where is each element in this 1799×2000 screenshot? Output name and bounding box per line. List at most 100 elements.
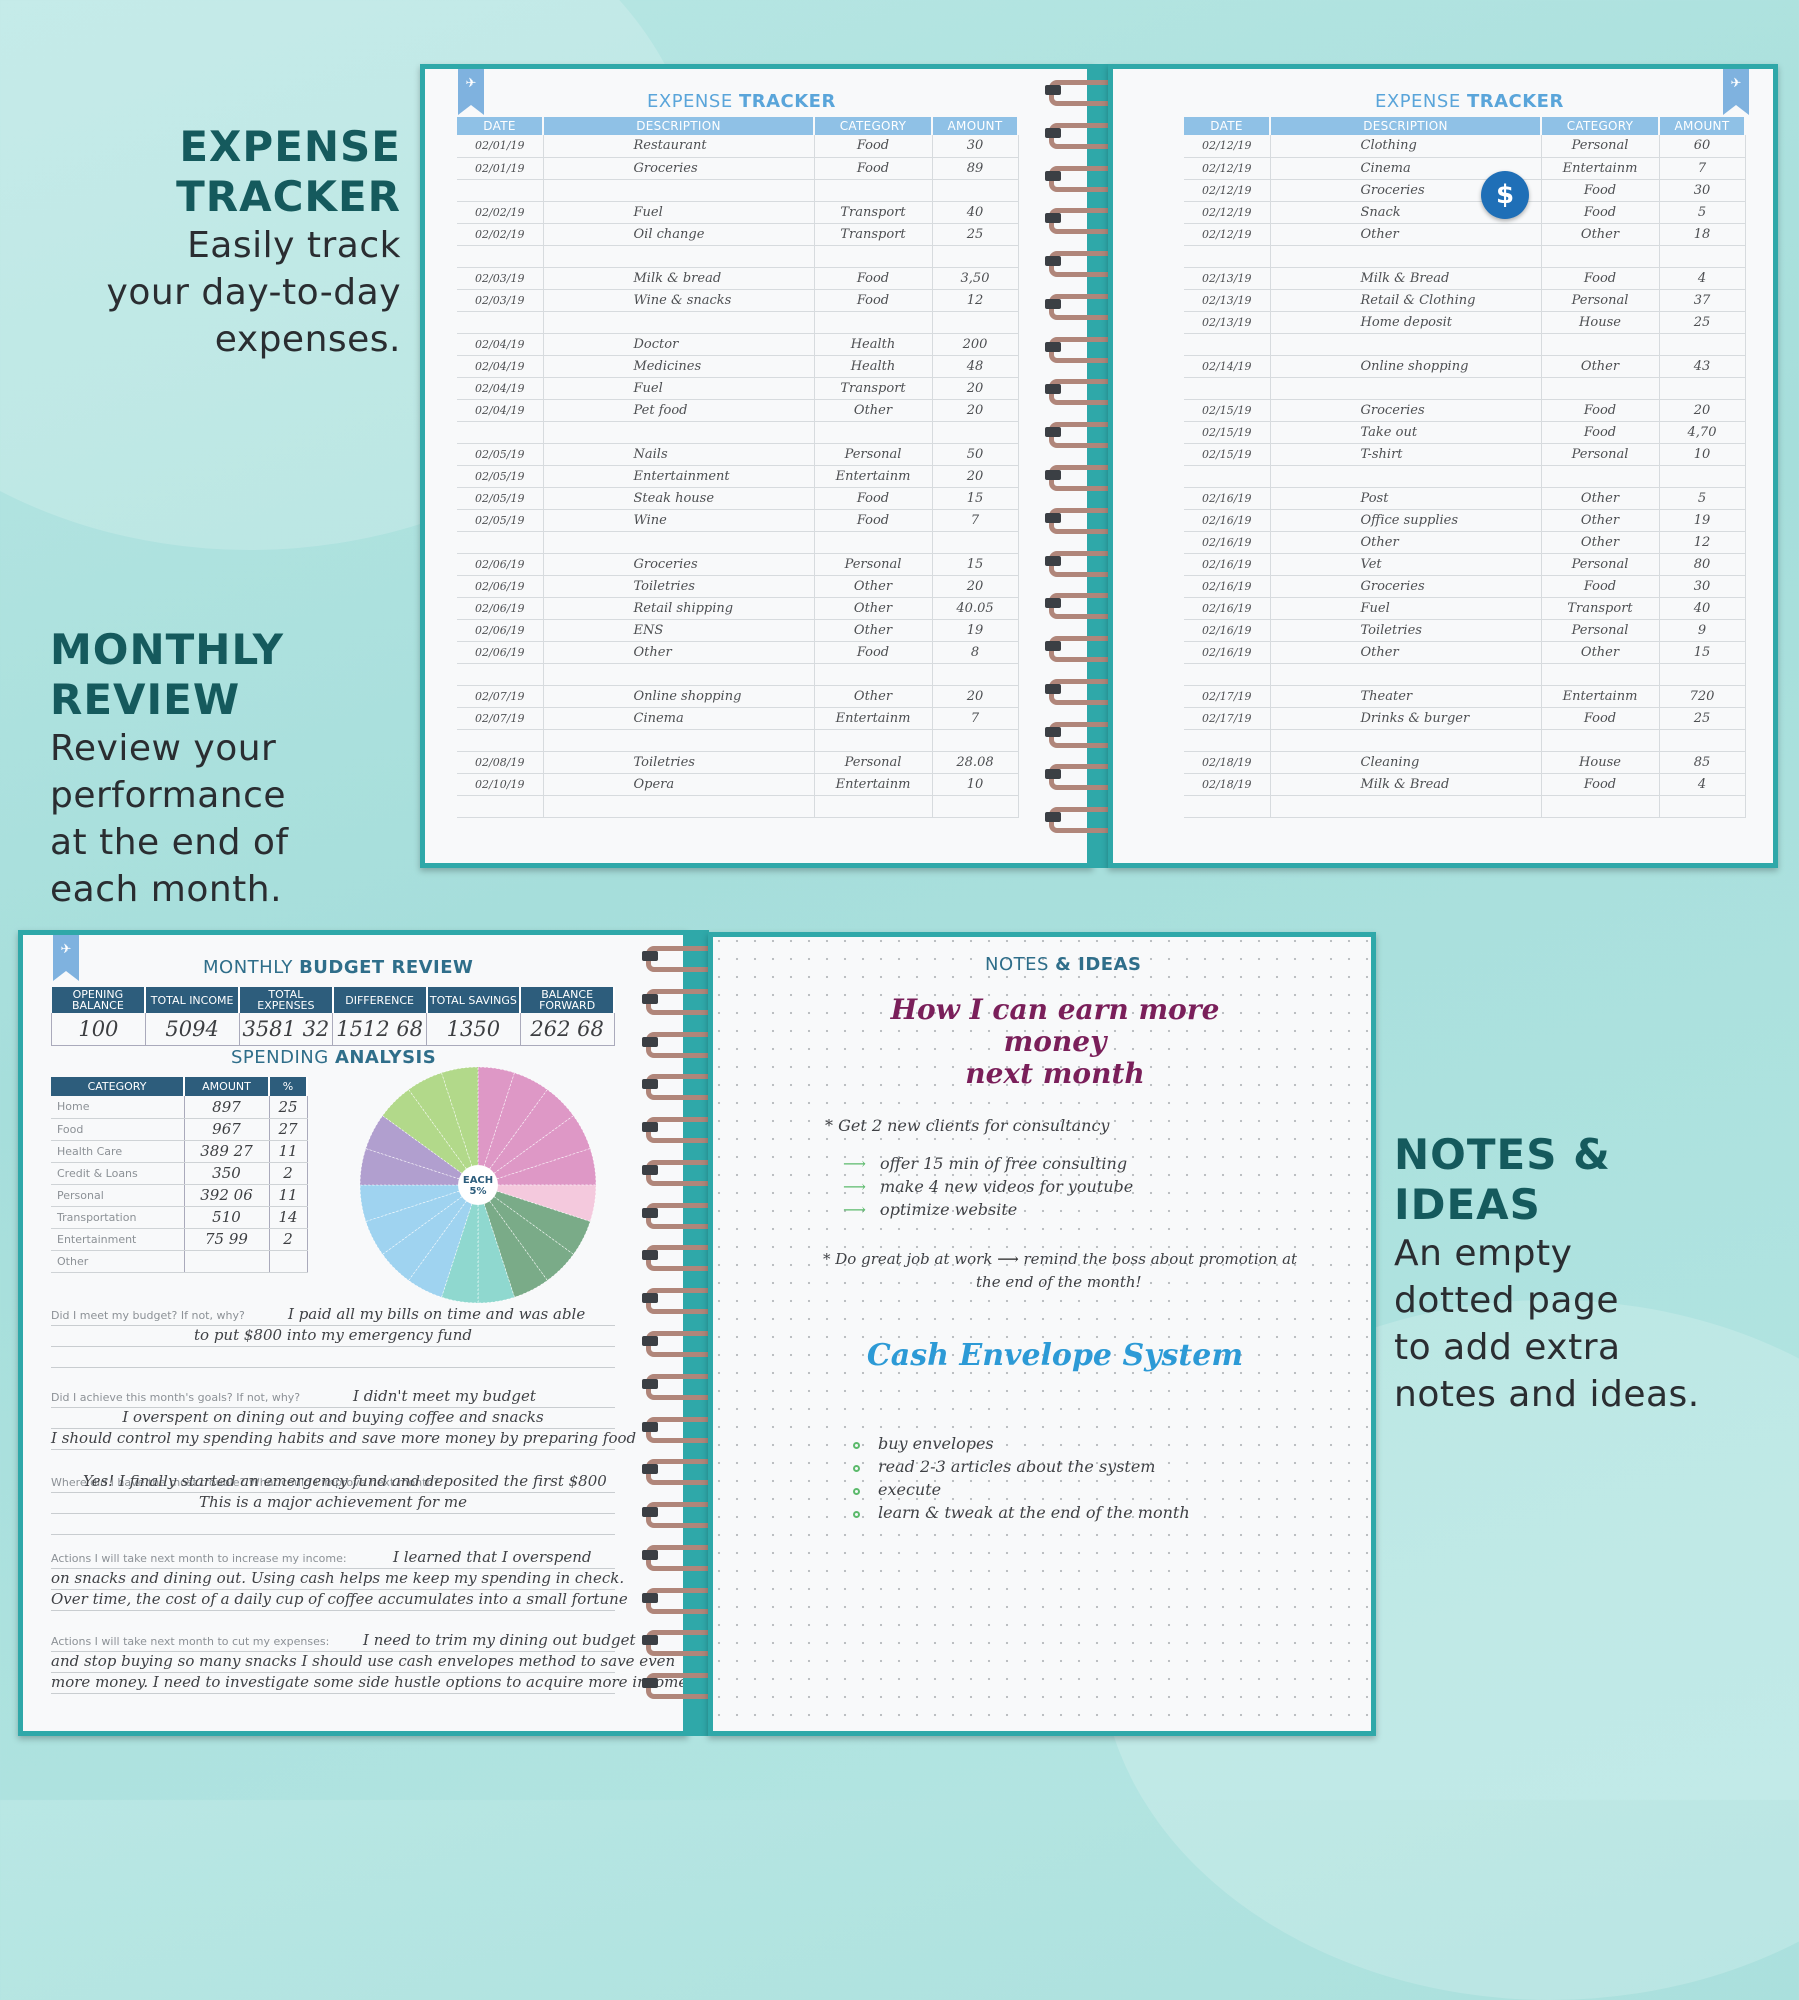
expense-amount bbox=[1659, 333, 1746, 356]
writing-line bbox=[51, 1449, 615, 1450]
category-name: Home bbox=[51, 1096, 185, 1119]
note-bullet-item: buy envelopes bbox=[853, 1434, 994, 1453]
expense-category bbox=[1541, 377, 1660, 400]
table-row bbox=[457, 421, 1019, 444]
expense-category bbox=[1541, 795, 1660, 818]
expense-category bbox=[814, 663, 933, 686]
expense-description: Online shopping bbox=[1270, 355, 1542, 378]
table-row: 02/12/19 Groceries Food 30 bbox=[1184, 179, 1746, 202]
expense-description: Opera bbox=[543, 773, 815, 796]
note-item-clients: * Get 2 new clients for consultancy bbox=[825, 1116, 1110, 1135]
expense-description: Home deposit bbox=[1270, 311, 1542, 334]
table-row: 02/04/19 Fuel Transport 20 bbox=[457, 377, 1019, 400]
writing-line bbox=[51, 1589, 615, 1590]
expense-category: Food bbox=[1541, 267, 1660, 290]
expense-description bbox=[543, 663, 815, 686]
table-row: 02/06/19 Groceries Personal 15 bbox=[457, 553, 1019, 576]
expense-date: 02/07/19 bbox=[457, 707, 544, 730]
expense-amount: 3,50 bbox=[932, 267, 1019, 290]
table-row: 02/02/19 Fuel Transport 40 bbox=[457, 201, 1019, 224]
expense-date: 02/06/19 bbox=[457, 575, 544, 598]
expense-date: 02/12/19 bbox=[1184, 157, 1271, 180]
category-name: Personal bbox=[51, 1184, 185, 1207]
category-percent bbox=[269, 1250, 308, 1273]
table-row bbox=[457, 245, 1019, 268]
table-row: 02/05/19 Nails Personal 50 bbox=[457, 443, 1019, 466]
total-savings-value: 1350 bbox=[426, 1013, 521, 1046]
expense-description: Groceries bbox=[1270, 575, 1542, 598]
category-row: Home 897 25 bbox=[51, 1096, 308, 1119]
pie-slice bbox=[359, 1184, 479, 1222]
expense-description: Groceries bbox=[543, 553, 815, 576]
expense-amount: 12 bbox=[1659, 531, 1746, 554]
table-row: 02/07/19 Online shopping Other 20 bbox=[457, 685, 1019, 708]
pie-slice bbox=[477, 1115, 591, 1186]
expense-amount: 7 bbox=[932, 509, 1019, 532]
review-answer-line: I need to trim my dining out budget bbox=[363, 1631, 636, 1649]
expense-amount bbox=[1659, 377, 1746, 400]
expense-amount: 25 bbox=[1659, 707, 1746, 730]
pie-label-percent: 5% bbox=[470, 1186, 487, 1197]
expense-category: Other bbox=[1541, 531, 1660, 554]
expense-date bbox=[457, 795, 544, 818]
expense-description: Cleaning bbox=[1270, 751, 1542, 774]
category-amount: 897 bbox=[184, 1096, 270, 1119]
expense-date: 02/18/19 bbox=[1184, 773, 1271, 796]
total-expenses-value: 3581 32 bbox=[238, 1013, 334, 1046]
expense-date: 02/16/19 bbox=[1184, 531, 1271, 554]
writing-line bbox=[51, 1325, 615, 1326]
table-row: 02/08/19 Toiletries Personal 28.08 bbox=[457, 751, 1019, 774]
expense-amount: 4,70 bbox=[1659, 421, 1746, 444]
expense-date: 02/13/19 bbox=[1184, 311, 1271, 334]
table-row: 02/16/19 Other Other 15 bbox=[1184, 641, 1746, 664]
review-answer-line: Over time, the cost of a daily cup of co… bbox=[51, 1590, 628, 1608]
expense-description: Post bbox=[1270, 487, 1542, 510]
expense-category: House bbox=[1541, 751, 1660, 774]
note-bullet-item: execute bbox=[853, 1480, 941, 1499]
pie-slice bbox=[477, 1184, 515, 1304]
expense-category: Other bbox=[814, 399, 933, 422]
expense-category bbox=[814, 531, 933, 554]
table-row: 02/18/19 Milk & Bread Food 4 bbox=[1184, 773, 1746, 796]
category-percent: 11 bbox=[269, 1184, 308, 1207]
expense-amount: 20 bbox=[932, 685, 1019, 708]
expense-description: Groceries bbox=[1270, 399, 1542, 422]
expense-date: 02/16/19 bbox=[1184, 487, 1271, 510]
expense-description: Toiletries bbox=[543, 575, 815, 598]
expense-table-left: DATE DESCRIPTION CATEGORY AMOUNT 02/01/19 Re… bbox=[457, 117, 1019, 818]
table-row: 02/04/19 Pet food Other 20 bbox=[457, 399, 1019, 422]
expense-date: 02/08/19 bbox=[457, 751, 544, 774]
expense-date bbox=[1184, 377, 1271, 400]
table-row: 02/06/19 ENS Other 19 bbox=[457, 619, 1019, 642]
category-amount: 389 27 bbox=[184, 1140, 270, 1163]
expense-category: Personal bbox=[1541, 619, 1660, 642]
table-row bbox=[1184, 465, 1746, 488]
expense-amount: 4 bbox=[1659, 267, 1746, 290]
category-percent: 14 bbox=[269, 1206, 308, 1229]
review-question-label: Did I achieve this month's goals? If not… bbox=[51, 1391, 301, 1404]
note-item-work: * Do great job at work ⟶ remind the boss… bbox=[823, 1250, 1298, 1268]
table-row: 02/10/19 Opera Entertainm 10 bbox=[457, 773, 1019, 796]
table-row bbox=[1184, 377, 1746, 400]
expense-description bbox=[1270, 245, 1542, 268]
review-answer-line: I paid all my bills on time and was able bbox=[288, 1305, 586, 1323]
bookmark-ribbon: ✈ bbox=[1723, 69, 1749, 115]
expense-date bbox=[1184, 795, 1271, 818]
expense-description: Other bbox=[1270, 223, 1542, 246]
expense-date: 02/16/19 bbox=[1184, 553, 1271, 576]
expense-description: Toiletries bbox=[543, 751, 815, 774]
expense-description bbox=[1270, 795, 1542, 818]
category-name: Credit & Loans bbox=[51, 1162, 185, 1185]
table-row: 02/06/19 Toiletries Other 20 bbox=[457, 575, 1019, 598]
expense-category: Entertainm bbox=[1541, 685, 1660, 708]
expense-date bbox=[1184, 729, 1271, 752]
expense-date: 02/05/19 bbox=[457, 487, 544, 510]
category-row: Personal 392 06 11 bbox=[51, 1184, 308, 1207]
table-row: 02/12/19 Snack Food 5 bbox=[1184, 201, 1746, 224]
pie-slice bbox=[477, 1184, 548, 1298]
total-income-header: TOTAL INCOME bbox=[145, 987, 240, 1013]
table-row: 02/03/19 Milk & bread Food 3,50 bbox=[457, 267, 1019, 290]
review-question-label: Did I meet my budget? If not, why? bbox=[51, 1309, 245, 1322]
table-row: 02/06/19 Retail shipping Other 40.05 bbox=[457, 597, 1019, 620]
table-row: 02/16/19 Post Other 5 bbox=[1184, 487, 1746, 510]
